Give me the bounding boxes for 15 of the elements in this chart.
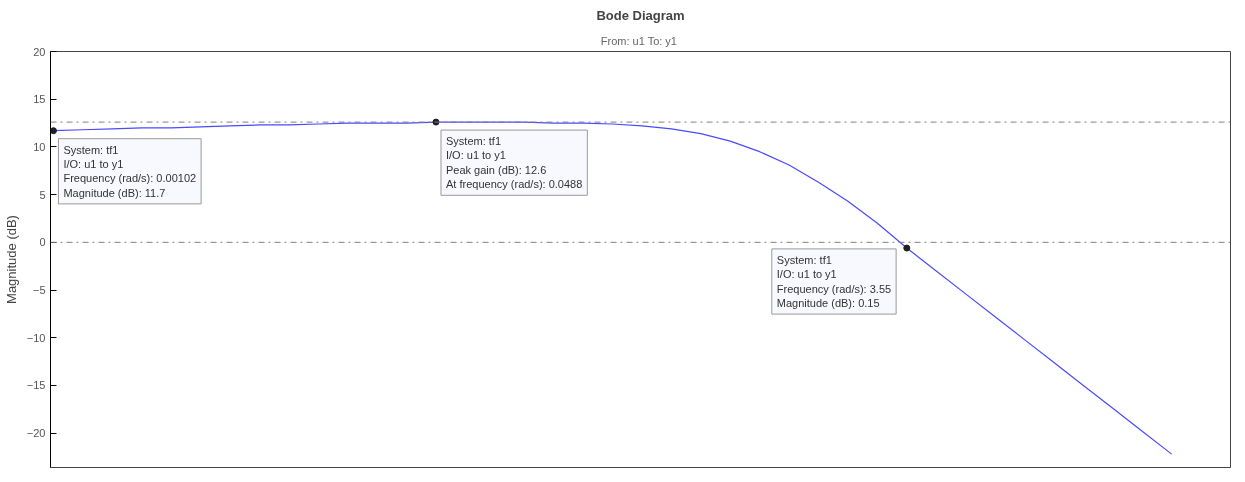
y-tick-label: −5: [32, 284, 46, 297]
annotation: System: tf1 I/O: u1 to y1 Frequency (rad/s): 3.55 Magnitude (dB): 0.15: [776, 253, 892, 310]
y-tick-label: 10: [33, 140, 46, 153]
y-tick-label: −10: [26, 331, 46, 344]
chart-title: Bode Diagram: [596, 7, 685, 23]
y-tick-label: 20: [33, 45, 46, 58]
y-tick-label: −15: [26, 379, 46, 392]
y-tick-label: 0: [39, 236, 46, 249]
y-tick-label: 15: [33, 93, 46, 106]
annotation: System: tf1 I/O: u1 to y1 Frequency (rad/s): 0.00102 Magnitude (dB): 11.7: [63, 143, 197, 199]
annotation: System: tf1 I/O: u1 to y1 Peak gain (dB): 12.6 At frequency (rad/s): 0.0488: [445, 135, 583, 191]
y-axis-title: Magnitude (dB): [3, 215, 19, 304]
y-tick-label: −20: [26, 427, 46, 440]
chart-subtitle: From: u1 To: y1: [600, 34, 677, 47]
y-tick-label: 5: [39, 188, 46, 201]
